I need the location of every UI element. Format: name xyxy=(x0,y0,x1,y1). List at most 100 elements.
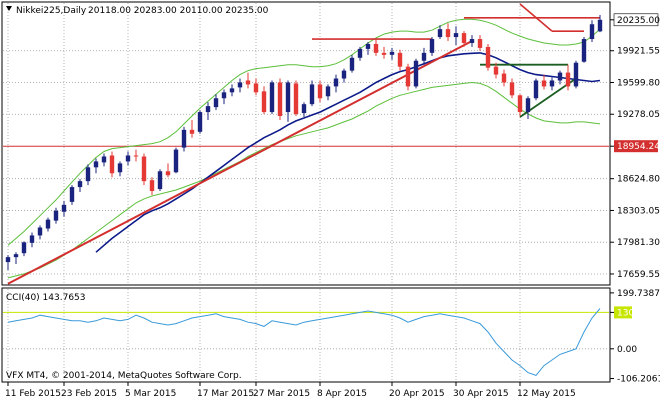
candle-body xyxy=(405,66,411,87)
candle-body xyxy=(221,92,227,99)
candle-body xyxy=(149,180,155,192)
candle-body xyxy=(253,83,259,93)
price-grid xyxy=(3,3,609,284)
candle-body xyxy=(309,84,315,105)
candle-body xyxy=(61,204,67,212)
candle-body xyxy=(349,57,355,71)
candle-body xyxy=(213,98,219,108)
candle-body xyxy=(549,80,555,87)
candle-body xyxy=(173,149,179,173)
candle-body xyxy=(117,163,123,173)
price-tick-label: 19921.55 xyxy=(617,47,660,57)
time-label: 20 Apr 2015 xyxy=(389,389,445,399)
candle-body xyxy=(357,48,363,58)
cci-series-line xyxy=(7,308,601,376)
cci-axis: 199.7387 130 0.00 -106.2061 xyxy=(610,289,660,385)
moving-average xyxy=(95,52,601,253)
candle-body xyxy=(237,82,243,88)
price-ohlc-text: 20118.00 20283.00 20110.00 20235.00 xyxy=(88,6,269,16)
price-tick-label: 19278.05 xyxy=(617,110,660,120)
price-tick-label: 18624.80 xyxy=(617,175,660,185)
candle-body xyxy=(165,171,171,176)
candle-body xyxy=(485,46,491,68)
candle-body xyxy=(461,33,467,43)
last-price-box xyxy=(613,13,659,27)
candle-body xyxy=(533,80,539,99)
candle-body xyxy=(541,80,547,87)
cci-panel: 199.7387 130 0.00 -106.2061 CCI(40) 143.765… xyxy=(1,287,660,385)
candle-body xyxy=(397,52,403,67)
upper-band-line xyxy=(7,18,601,246)
candle-body xyxy=(501,73,507,83)
candle-body xyxy=(181,129,187,148)
candle-body xyxy=(573,62,579,87)
cci-level-box xyxy=(614,306,632,319)
cci-grid xyxy=(3,289,609,381)
candle-body xyxy=(77,181,83,188)
time-axis: 11 Feb 2015 23 Feb 2015 5 Mar 2015 17 Mar 2… xyxy=(5,382,576,399)
candlesticks xyxy=(5,15,603,270)
candle-body xyxy=(189,129,195,134)
candle-body xyxy=(509,82,515,96)
time-label: 27 Mar 2015 xyxy=(253,389,310,399)
candle-body xyxy=(493,66,499,75)
candle-body xyxy=(421,52,427,61)
candle-body xyxy=(13,254,19,258)
dropdown-triangle-icon[interactable] xyxy=(6,6,12,11)
candle-body xyxy=(333,78,339,87)
price-tick-label: 18303.05 xyxy=(617,206,660,216)
candle-body xyxy=(413,60,419,87)
candle-body xyxy=(477,39,483,48)
candle-body xyxy=(101,156,107,163)
candle-body xyxy=(37,227,43,236)
candle-body xyxy=(93,161,99,168)
price-title: Nikkei225,Daily 20118.00 20283.00 20110.… xyxy=(6,6,269,16)
candle-body xyxy=(125,155,131,162)
candle-body xyxy=(133,155,139,157)
cci-tick-label: 130 xyxy=(617,308,634,318)
cci-title: CCI(40) 143.7653 xyxy=(6,293,86,303)
candle-body xyxy=(205,106,211,113)
candle-body xyxy=(157,171,163,190)
price-axis: 20235.00 19921.55 19599.80 19278.05 18954.24… xyxy=(610,13,660,280)
candle-body xyxy=(229,88,235,93)
cci-tick-label: -106.2061 xyxy=(617,375,660,385)
watermark: VFX MT4, © 2001-2014, MetaQuotes Softwar… xyxy=(6,371,242,381)
uptrend-line xyxy=(7,40,473,285)
candle-body xyxy=(109,155,115,174)
time-label: 11 Feb 2015 xyxy=(5,389,61,399)
candle-body xyxy=(317,84,323,99)
cci-panel-frame xyxy=(1,287,611,383)
candle-body xyxy=(517,95,523,113)
candle-body xyxy=(5,257,11,263)
level-price-box xyxy=(614,140,658,153)
price-tick-label: 20235.00 xyxy=(617,16,660,26)
time-label: 23 Feb 2015 xyxy=(61,389,117,399)
candle-body xyxy=(589,24,595,40)
candle-body xyxy=(365,43,371,49)
time-label: 8 Apr 2015 xyxy=(317,389,367,399)
cci-tick-label: 199.7387 xyxy=(617,289,660,299)
moving-average-line xyxy=(95,52,601,253)
candle-body xyxy=(245,80,251,85)
price-panel-frame xyxy=(1,1,611,286)
price-title-text: Nikkei225,Daily xyxy=(16,6,87,16)
candle-body xyxy=(445,29,451,38)
candle-body xyxy=(469,39,475,43)
candle-body xyxy=(53,210,59,221)
price-tick-label: 17981.30 xyxy=(617,238,660,248)
candle-body xyxy=(285,82,291,113)
candle-body xyxy=(525,98,531,113)
price-tick-label: 17659.55 xyxy=(617,270,660,280)
candle-body xyxy=(293,83,299,115)
candle-body xyxy=(269,82,275,113)
price-tick-label: 19599.80 xyxy=(617,78,660,88)
time-label: 30 Apr 2015 xyxy=(453,389,509,399)
bollinger-bands xyxy=(7,18,601,279)
candle-body xyxy=(581,39,587,62)
candle-body xyxy=(301,104,307,114)
cci-line xyxy=(7,308,601,376)
lower-band-line xyxy=(7,81,601,279)
candle-body xyxy=(597,19,603,32)
